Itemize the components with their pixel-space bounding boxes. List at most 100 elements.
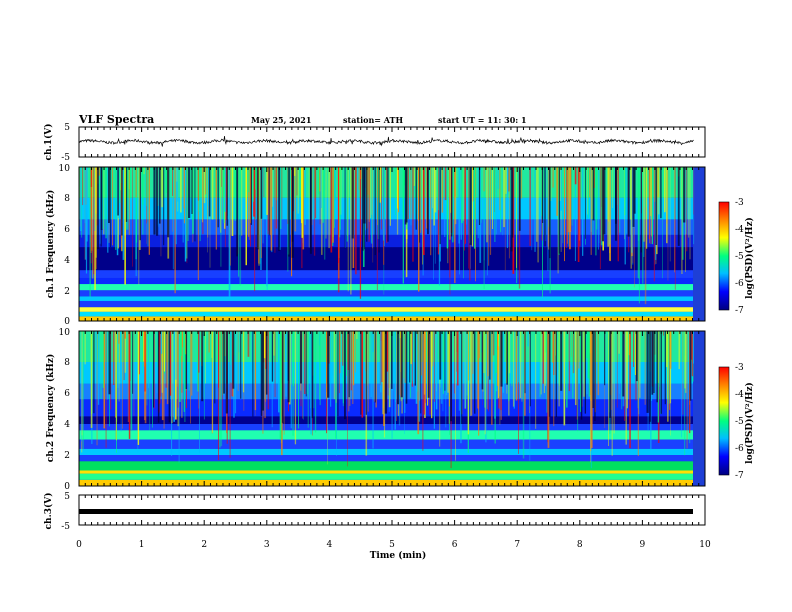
spectrogram-streak bbox=[172, 167, 174, 232]
spectrogram-streak bbox=[624, 167, 625, 240]
spectrogram-streak bbox=[667, 167, 669, 281]
spectrogram-gap bbox=[609, 331, 612, 418]
x-tick-label: 1 bbox=[139, 540, 145, 550]
spectrogram-streak bbox=[198, 331, 200, 373]
spectrogram-gap bbox=[660, 167, 662, 219]
spectrogram-streak bbox=[486, 167, 488, 243]
spectrogram-streak bbox=[470, 331, 472, 416]
ch1-freq-ylabel: ch.1 Frequency (kHz) bbox=[45, 190, 56, 299]
spectrogram-streak bbox=[198, 331, 199, 417]
spectrogram-streak bbox=[188, 331, 190, 391]
spectrogram-streak bbox=[380, 167, 382, 230]
spectrogram-streak bbox=[474, 167, 476, 249]
spectrogram-streak bbox=[250, 167, 251, 247]
spectrogram-streak bbox=[527, 331, 529, 347]
spectrogram-streak bbox=[490, 331, 492, 386]
spectrogram-gap bbox=[510, 167, 513, 252]
spectrogram-streak bbox=[574, 167, 577, 185]
spectrogram-streak bbox=[89, 167, 91, 297]
spectrogram-band bbox=[79, 473, 693, 480]
spectrogram-streak bbox=[437, 167, 439, 211]
spectrogram-gap bbox=[524, 331, 526, 394]
spectrogram-streak bbox=[404, 331, 405, 434]
spectrogram-streak bbox=[506, 167, 508, 249]
spectrogram-streak bbox=[537, 167, 539, 263]
spectrogram-streak bbox=[379, 167, 381, 203]
spectrogram-streak bbox=[446, 167, 449, 249]
spectrogram-streak bbox=[112, 331, 115, 385]
spectrogram-streak bbox=[368, 167, 370, 222]
spectrogram-streak bbox=[415, 331, 418, 404]
spectrogram-streak bbox=[355, 167, 357, 275]
spectrogram-streak bbox=[97, 331, 100, 405]
spectrogram-streak bbox=[370, 331, 372, 398]
spectrogram-streak bbox=[124, 167, 126, 285]
spectrogram-streak bbox=[542, 331, 544, 384]
spectrogram-streak bbox=[578, 167, 581, 241]
spectrogram-streak bbox=[480, 167, 482, 223]
spectrogram-streak bbox=[460, 331, 462, 444]
spectrogram-streak bbox=[529, 331, 531, 461]
spectrogram-streak bbox=[294, 167, 297, 232]
spectrogram-streak bbox=[685, 331, 687, 393]
spectrogram-streak bbox=[186, 167, 188, 264]
spectrogram-streak bbox=[176, 167, 178, 182]
spectrogram-streak bbox=[508, 331, 511, 374]
ch1-ytick-top: 5 bbox=[64, 123, 70, 133]
spectrogram-streak bbox=[492, 167, 493, 229]
spectrogram-streak bbox=[438, 167, 441, 286]
spectrogram-streak bbox=[555, 331, 556, 356]
spectrogram-streak bbox=[342, 331, 344, 366]
spectrogram-streak bbox=[382, 167, 384, 241]
spectrogram-streak bbox=[359, 331, 361, 376]
spectrogram-streak bbox=[629, 331, 631, 449]
spectrogram-streak bbox=[590, 331, 591, 463]
spectrogram-streak bbox=[410, 167, 412, 219]
spectrogram-streak bbox=[294, 167, 296, 176]
spectrogram-streak bbox=[550, 167, 552, 201]
spectrogram-streak bbox=[686, 331, 688, 449]
spectrogram-streak bbox=[161, 331, 164, 421]
spectrogram-streak bbox=[569, 167, 571, 249]
figure-title: VLF Spectra bbox=[78, 113, 154, 126]
spectrogram-streak bbox=[571, 167, 573, 226]
spectrogram-gap bbox=[163, 167, 165, 246]
spectrogram-streak bbox=[197, 331, 199, 392]
spectrogram-streak bbox=[488, 167, 490, 266]
spectrogram-streak bbox=[279, 331, 282, 439]
spectrogram-streak bbox=[203, 331, 205, 420]
spectrogram-streak bbox=[205, 167, 207, 195]
spectrogram-streak bbox=[306, 331, 308, 364]
spectrogram-streak bbox=[590, 167, 592, 255]
spectrogram-streak bbox=[590, 331, 592, 452]
spectrogram-streak bbox=[412, 331, 414, 382]
spectrogram-streak bbox=[515, 331, 518, 401]
spectrogram-streak bbox=[471, 331, 473, 416]
ch2-ytick-0: 0 bbox=[64, 482, 70, 492]
spectrogram-streak bbox=[464, 331, 466, 408]
spectrogram-streak bbox=[191, 331, 193, 368]
spectrogram-streak bbox=[450, 167, 452, 213]
spectrogram-streak bbox=[122, 167, 125, 260]
spectrogram-streak bbox=[427, 331, 429, 406]
spectrogram-streak bbox=[312, 167, 314, 209]
spectrogram-streak bbox=[399, 331, 401, 395]
spectrogram-streak bbox=[681, 167, 683, 274]
spectrogram-streak bbox=[662, 167, 663, 279]
spectrogram-streak bbox=[324, 167, 326, 260]
spectrogram-streak bbox=[568, 331, 571, 392]
spectrogram-streak bbox=[483, 331, 485, 373]
spectrogram-streak bbox=[570, 167, 572, 232]
spectrogram-streak bbox=[144, 331, 146, 392]
spectrogram-gap bbox=[260, 331, 263, 416]
spectrogram-gap bbox=[450, 331, 452, 422]
spectrogram-streak bbox=[85, 167, 86, 260]
spectrogram-streak bbox=[289, 331, 291, 405]
spectrogram-streak bbox=[658, 331, 660, 387]
spectrogram-streak bbox=[339, 167, 341, 230]
spectrogram-streak bbox=[347, 331, 349, 370]
spectrogram-streak bbox=[587, 167, 588, 215]
spectrogram-streak bbox=[468, 331, 469, 381]
spectrogram-streak bbox=[423, 331, 426, 395]
spectrogram-streak bbox=[413, 167, 416, 186]
